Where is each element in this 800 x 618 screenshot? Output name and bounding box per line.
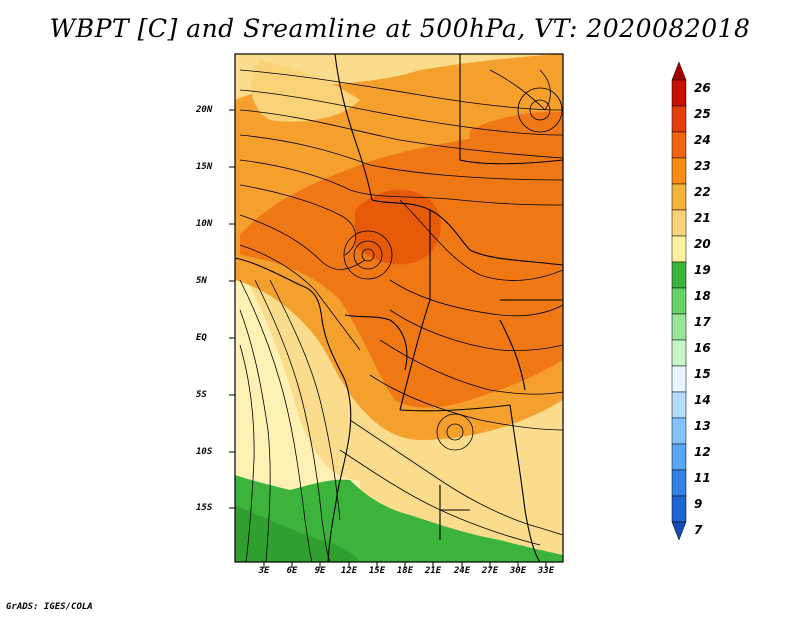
colorbar-segment xyxy=(671,365,687,393)
colorbar-segment xyxy=(671,339,687,367)
colorbar-segment xyxy=(671,235,687,263)
colorbar-label-17: 17 xyxy=(694,315,711,329)
colorbar-segment xyxy=(671,443,687,471)
colorbar-segment xyxy=(671,131,687,159)
colorbar-segment xyxy=(671,417,687,445)
chart-title: WBPT [C] and Sreamline at 500hPa, VT: 20… xyxy=(49,14,751,43)
lon-label-21e: 21E xyxy=(424,566,442,576)
lon-label-9e: 9E xyxy=(314,566,326,576)
lon-label-6e: 6E xyxy=(286,566,298,576)
colorbar-segment xyxy=(671,209,687,237)
colorbar-label-22: 22 xyxy=(694,185,711,199)
colorbar-label-14: 14 xyxy=(694,393,711,407)
grads-credit: GrADS: IGES/COLA xyxy=(6,602,93,612)
lat-label-10s: 10S xyxy=(196,447,213,457)
colorbar-segment xyxy=(671,261,687,289)
map-frame xyxy=(234,53,564,563)
colorbar-label-26: 26 xyxy=(694,81,711,95)
lat-label-5s: 5S xyxy=(196,390,207,400)
lat-label-10n: 10N xyxy=(196,219,213,229)
colorbar-label-18: 18 xyxy=(694,289,711,303)
lon-label-12e: 12E xyxy=(340,566,358,576)
colorbar-label-12: 12 xyxy=(694,445,711,459)
lat-label-20n: 20N xyxy=(196,105,213,115)
colorbar-segment xyxy=(671,157,687,185)
lon-label-24e: 24E xyxy=(453,566,471,576)
colorbar-label-11: 11 xyxy=(694,471,711,485)
colorbar-label-9: 9 xyxy=(694,497,703,511)
field-ne-orange xyxy=(470,111,563,164)
colorbar-segment xyxy=(671,79,687,107)
map-field xyxy=(235,54,563,562)
colorbar-top-arrow xyxy=(671,61,687,81)
colorbar-segment xyxy=(671,287,687,315)
lon-label-18e: 18E xyxy=(396,566,414,576)
colorbar-label-19: 19 xyxy=(694,263,711,277)
colorbar-label-16: 16 xyxy=(694,341,711,355)
colorbar-label-15: 15 xyxy=(694,367,711,381)
colorbar-segment xyxy=(671,313,687,341)
colorbar-label-23: 23 xyxy=(694,159,711,173)
lon-label-3e: 3E xyxy=(258,566,270,576)
colorbar-label-25: 25 xyxy=(694,107,711,121)
colorbar-label-7: 7 xyxy=(694,523,703,537)
colorbar-label-21: 21 xyxy=(694,211,711,225)
lon-label-15e: 15E xyxy=(368,566,386,576)
lat-ticks xyxy=(229,109,235,509)
colorbar-segment xyxy=(671,183,687,211)
field-core-23 xyxy=(355,189,441,265)
lat-label-eq: EQ xyxy=(196,333,207,343)
colorbar-label-20: 20 xyxy=(694,237,711,251)
colorbar-label-24: 24 xyxy=(694,133,711,147)
streamlines xyxy=(239,69,563,562)
colorbar xyxy=(671,61,687,541)
lon-label-30e: 30E xyxy=(509,566,527,576)
colorbar-bottom-arrow xyxy=(671,521,687,541)
lat-label-15n: 15N xyxy=(196,162,213,172)
colorbar-segment xyxy=(671,469,687,497)
lon-label-27e: 27E xyxy=(481,566,499,576)
field-north-pale xyxy=(251,60,360,122)
colorbar-segment xyxy=(671,391,687,419)
colorbar-segment xyxy=(671,495,687,523)
colorbar-label-13: 13 xyxy=(694,419,711,433)
colorbar-segment xyxy=(671,105,687,133)
lon-ticks xyxy=(263,562,547,568)
lat-label-15s: 15S xyxy=(196,503,213,513)
country-borders xyxy=(235,54,563,562)
lat-label-5n: 5N xyxy=(196,276,207,286)
lon-label-33e: 33E xyxy=(537,566,555,576)
